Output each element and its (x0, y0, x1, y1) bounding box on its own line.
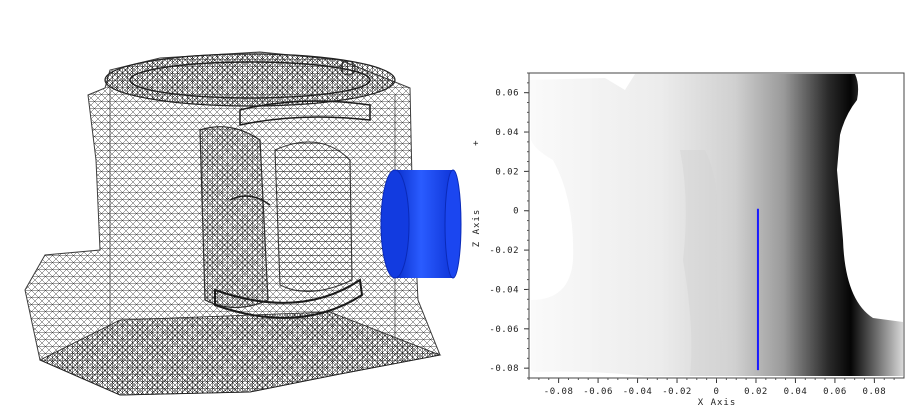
z-tick-label: -0.02 (489, 246, 519, 256)
x-tick-label: -0.04 (623, 387, 653, 397)
x-tick-label: -0.02 (662, 387, 692, 397)
blue-cylinder (380, 169, 462, 279)
mesh-top-cap (104, 53, 396, 107)
x-axis: -0.08 -0.06 -0.04 -0.02 0 0.02 0.04 0.06 0.08 (528, 378, 895, 397)
z-tick-label: -0.04 (489, 285, 519, 295)
x-tick-label: 0.06 (823, 387, 847, 397)
mesh-base (39, 311, 442, 396)
x-tick-label: 0 (714, 387, 720, 397)
z-tick-label: 0 (513, 207, 519, 217)
x-tick-label: 0.08 (863, 387, 887, 397)
z-tick-label: 0.02 (495, 167, 519, 177)
z-tick-label: -0.06 (489, 325, 519, 335)
z-tick-label: -0.08 (489, 364, 519, 374)
z-tick-label: 0.06 (495, 89, 519, 99)
field-plot[interactable]: 0.06 0.04 0.02 0 -0.02 -0.04 -0.06 -0.08 -0.08-… (465, 0, 913, 413)
x-tick-label: 0.02 (744, 387, 768, 397)
mesh-3d-view[interactable] (0, 0, 470, 413)
x-axis-label: X Axis (698, 398, 737, 408)
x-tick-label: -0.06 (583, 387, 613, 397)
mesh-canvas (24, 51, 462, 396)
plot-canvas: 0.060.040.020-0.02-0.04-0.06-0.08 -0.08-… (472, 72, 905, 408)
z-axis-label: Z Axis (472, 209, 482, 248)
z-tick-label: 0.04 (495, 128, 519, 138)
mesh-inner-left (199, 126, 269, 309)
corner-mark: + (473, 139, 479, 149)
x-tick-label: 0.04 (784, 387, 808, 397)
z-axis: 0.06 0.04 0.02 0 -0.02 -0.04 -0.06 -0.08 (489, 72, 529, 379)
mesh-inner-right (274, 141, 353, 292)
x-tick-label: -0.08 (544, 387, 574, 397)
